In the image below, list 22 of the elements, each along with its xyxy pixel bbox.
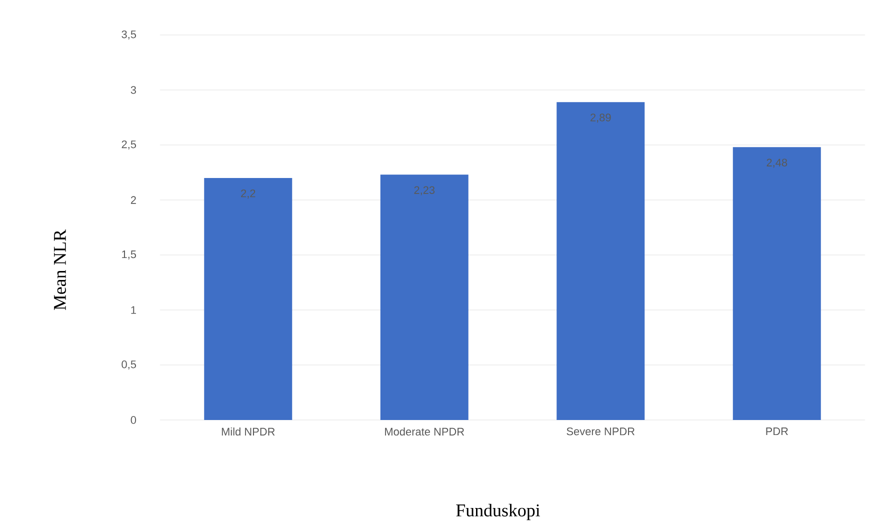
y-tick-label: 1,5 — [122, 250, 136, 260]
data-label: 2,48 — [766, 158, 788, 168]
y-tick-label: 3 — [130, 86, 136, 94]
x-axis-title: Funduskopi — [456, 504, 540, 520]
bar — [204, 178, 292, 420]
data-label: 2,2 — [241, 190, 256, 199]
y-tick-label: 0 — [130, 416, 136, 424]
data-label: 2,89 — [590, 114, 611, 123]
data-label: 2,23 — [414, 186, 435, 196]
x-tick-label: Severe NPDR — [566, 428, 635, 436]
bar — [556, 102, 645, 420]
y-tick-label: 2 — [130, 196, 136, 204]
x-tick-label: PDR — [766, 428, 788, 436]
y-tick-label: 1 — [131, 306, 136, 314]
x-tick-label: Moderate NPDR — [385, 428, 464, 436]
bar — [380, 174, 468, 420]
bar — [732, 147, 821, 420]
y-axis-title: Mean NLR — [54, 229, 66, 310]
x-tick-label: Mild NPDR — [222, 428, 275, 436]
y-tick-label: 2,5 — [122, 140, 136, 150]
y-tick-label: 3,5 — [122, 30, 136, 40]
y-tick-label: 0,5 — [122, 360, 136, 370]
